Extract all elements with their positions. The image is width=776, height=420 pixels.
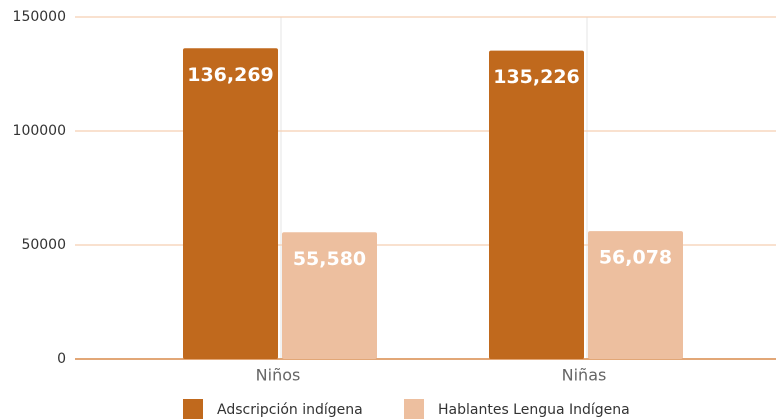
bar: [489, 50, 584, 359]
legend-swatch: [183, 399, 203, 419]
value-label: 56,078: [599, 247, 672, 269]
bar: [183, 48, 278, 360]
value-label: 135,226: [493, 66, 580, 88]
y-tick-label: 50000: [21, 237, 66, 253]
bar: [282, 232, 377, 359]
value-label: 136,269: [187, 64, 274, 86]
y-tick-label: 150000: [13, 9, 66, 25]
legend-label: Adscripción indígena: [217, 402, 363, 418]
bar: [588, 231, 683, 359]
value-label: 55,580: [293, 248, 366, 270]
y-tick-label: 0: [57, 351, 66, 367]
legend-swatch: [404, 399, 424, 419]
legend-label: Hablantes Lengua Indígena: [438, 402, 630, 418]
x-tick-label: Niños: [256, 366, 301, 385]
y-tick-label: 100000: [13, 123, 66, 139]
x-tick-label: Niñas: [562, 366, 607, 385]
